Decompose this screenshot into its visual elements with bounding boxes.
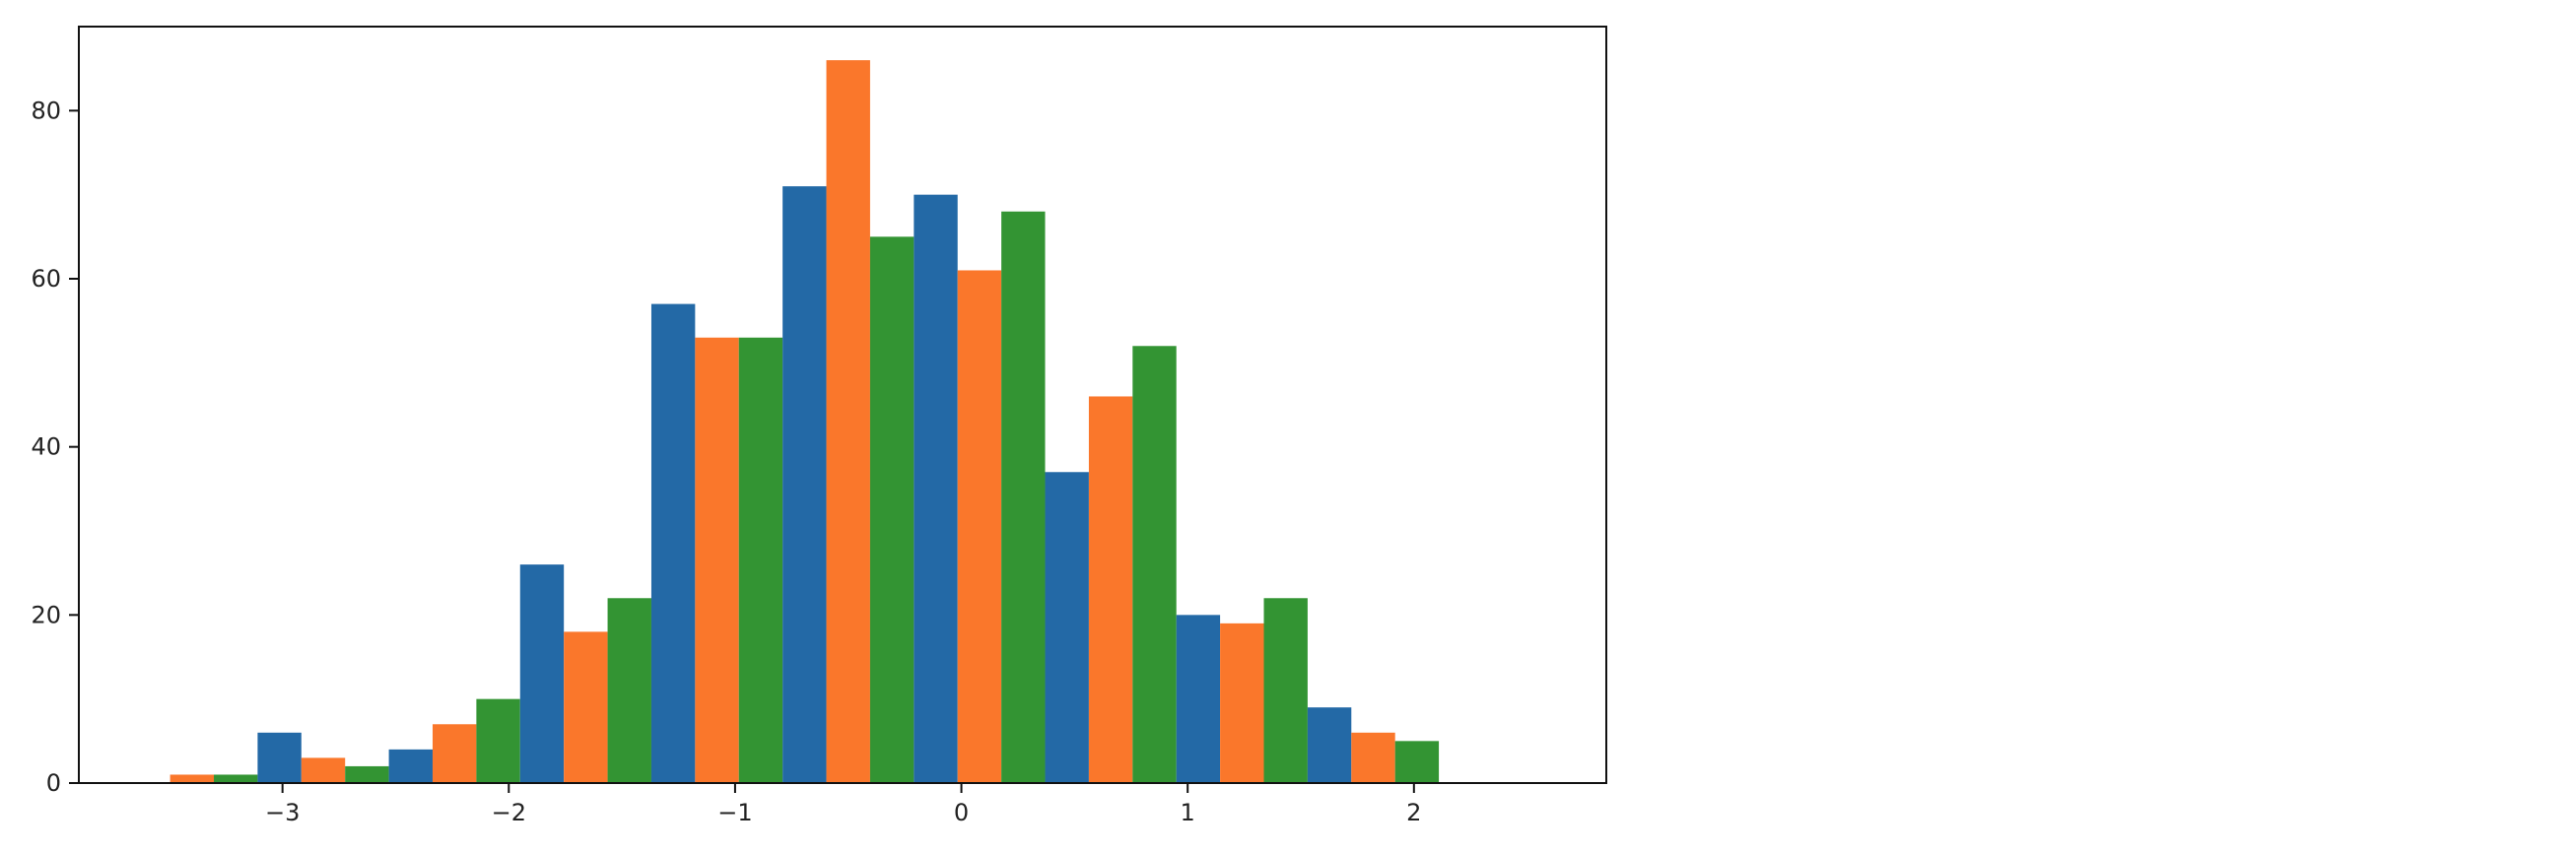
bar-series-2-bin-6: [826, 60, 870, 783]
bar-series-2-bin-1: [169, 774, 215, 783]
x-tick-label: −3: [265, 799, 300, 826]
bar-series-1-bin-7: [914, 194, 958, 783]
x-tick-label: −2: [492, 799, 526, 826]
plot-frame: [78, 26, 1607, 784]
bar-series-2-bin-2: [301, 757, 346, 783]
bar-series-1-bin-6: [782, 186, 827, 784]
bar-series-2-bin-9: [1220, 623, 1264, 783]
bar-series-3-bin-4: [607, 598, 651, 783]
x-tick-label: 2: [1406, 799, 1421, 826]
bar-series-3-bin-1: [214, 774, 258, 783]
y-tick-label: 20: [31, 601, 61, 628]
y-tick-label: 0: [46, 769, 61, 797]
bars-layer: [169, 60, 1440, 784]
bar-series-2-bin-7: [957, 270, 1002, 783]
bar-series-2-bin-4: [564, 631, 608, 783]
bar-series-1-bin-8: [1045, 472, 1089, 783]
bar-series-3-bin-3: [476, 698, 520, 783]
x-axis: −3 −2 −1 0 1 2: [265, 783, 1421, 826]
bar-series-1-bin-4: [519, 564, 565, 783]
y-tick-label: 40: [31, 433, 61, 461]
bar-series-3-bin-7: [1001, 211, 1046, 783]
x-tick-label: −1: [717, 799, 752, 826]
bar-series-3-bin-8: [1132, 346, 1177, 783]
bar-series-1-bin-3: [388, 749, 433, 783]
bar-series-3-bin-2: [345, 765, 389, 783]
bar-series-2-bin-5: [695, 337, 739, 783]
x-tick-label: 1: [1181, 799, 1195, 826]
bar-series-3-bin-5: [738, 337, 783, 783]
x-tick-label: 0: [954, 799, 969, 826]
bar-series-2-bin-3: [432, 724, 477, 783]
bar-series-2-bin-8: [1088, 396, 1133, 783]
y-axis: 0 20 40 60 80: [31, 97, 79, 797]
bar-series-1-bin-2: [257, 732, 302, 783]
bar-series-1-bin-10: [1307, 707, 1352, 783]
bar-series-2-bin-10: [1351, 732, 1395, 783]
bar-series-3-bin-10: [1394, 741, 1440, 783]
y-tick-label: 80: [31, 97, 61, 124]
bar-series-1-bin-5: [650, 303, 696, 783]
bar-series-3-bin-6: [869, 236, 915, 784]
bar-series-3-bin-9: [1263, 598, 1308, 783]
y-tick-label: 60: [31, 265, 61, 293]
bar-series-1-bin-9: [1176, 615, 1221, 783]
